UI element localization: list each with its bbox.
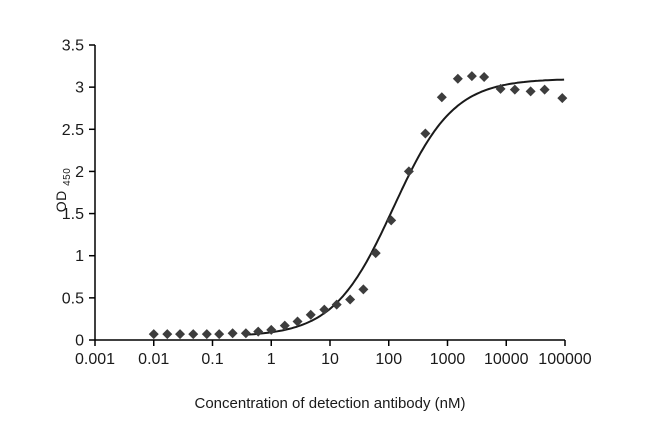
- x-tick-label: 1000: [430, 351, 466, 368]
- data-point-diamond: [525, 86, 536, 97]
- data-point-diamond: [345, 294, 356, 305]
- data-point-diamond: [162, 329, 173, 340]
- data-point-diamond: [331, 299, 342, 310]
- y-tick-label: 1: [75, 248, 84, 265]
- data-point-diamond: [466, 71, 477, 82]
- data-point-diamond: [201, 329, 212, 340]
- x-tick-label: 10: [321, 351, 339, 368]
- data-point-diamond: [240, 328, 251, 339]
- data-point-diamond: [305, 309, 316, 320]
- x-tick-label: 100000: [538, 351, 591, 368]
- data-point-diamond: [148, 329, 159, 340]
- data-point-diamond: [370, 248, 381, 259]
- y-tick-label: 3: [75, 80, 84, 97]
- data-point-diamond: [539, 84, 550, 95]
- data-point-diamond: [279, 320, 290, 331]
- data-point-diamond: [214, 329, 225, 340]
- x-tick-label: 1: [267, 351, 276, 368]
- x-tick-label: 0.1: [201, 351, 223, 368]
- data-point-diamond: [557, 93, 568, 104]
- data-point-diamond: [227, 328, 238, 339]
- x-tick-label: 100: [375, 351, 402, 368]
- y-tick-label: 0.5: [62, 290, 84, 307]
- data-point-diamond: [436, 92, 447, 103]
- data-point-diamond: [403, 166, 414, 177]
- y-tick-label: 0: [75, 333, 84, 350]
- y-tick-label: 2.5: [62, 122, 84, 139]
- y-axis-label-main: OD: [53, 190, 70, 213]
- fit-curve: [244, 78, 565, 336]
- x-axis-label: Concentration of detection antibody (nM): [194, 395, 466, 412]
- data-point-diamond: [266, 324, 277, 335]
- x-tick-label: 0.001: [75, 351, 115, 368]
- x-tick-label: 10000: [484, 351, 529, 368]
- data-point-diamond: [253, 326, 264, 337]
- data-point-diamond: [292, 316, 303, 327]
- data-point-diamond: [358, 284, 369, 295]
- data-point-diamond: [188, 329, 199, 340]
- y-tick-label: 1.5: [62, 206, 84, 223]
- x-tick-label: 0.01: [138, 351, 169, 368]
- y-axis-label-subscript: 450: [61, 167, 73, 186]
- y-axis-label: OD 450: [53, 168, 73, 213]
- data-point-diamond: [479, 72, 490, 83]
- data-point-diamond: [420, 128, 431, 139]
- data-point-diamond: [495, 83, 506, 94]
- data-point-diamond: [452, 73, 463, 84]
- y-tick-label: 2: [75, 164, 84, 181]
- y-tick-label: 3.5: [62, 38, 84, 55]
- data-point-diamond: [319, 304, 330, 315]
- data-point-diamond: [386, 215, 397, 226]
- data-point-diamond: [175, 329, 186, 340]
- data-point-diamond: [509, 84, 520, 95]
